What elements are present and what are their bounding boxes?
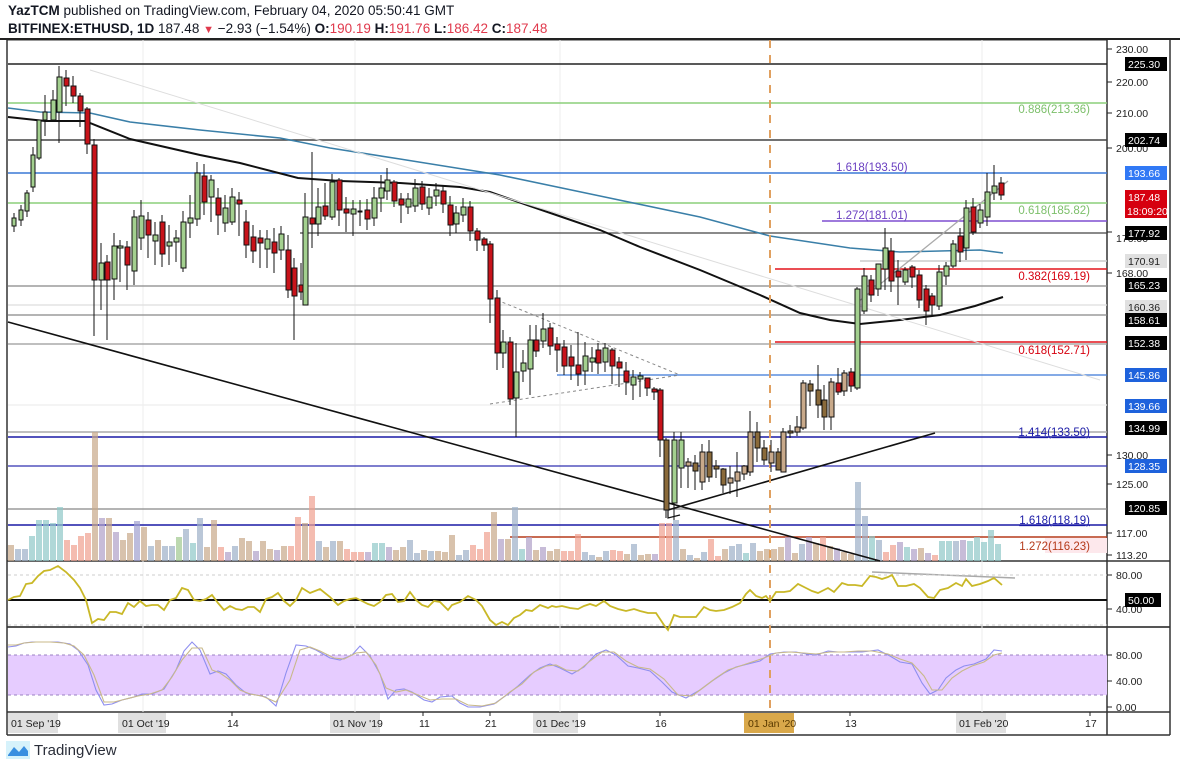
high-label: H:	[374, 21, 389, 36]
svg-text:18:09:20: 18:09:20	[1127, 206, 1168, 218]
stoch-axis: 80.00 40.00 0.00	[1107, 650, 1142, 714]
svg-text:11: 11	[419, 718, 430, 730]
svg-text:134.99: 134.99	[1128, 423, 1160, 435]
svg-text:01 Dec '19: 01 Dec '19	[536, 718, 586, 730]
low-value: 186.42	[446, 21, 489, 36]
fib-label-1618-lower: 1.618(118.19)	[1019, 515, 1090, 527]
fib-label-1414: 1.414(133.50)	[1018, 427, 1090, 439]
fib-label-1618-upper: 1.618(193.50)	[836, 162, 908, 174]
svg-text:220.00: 220.00	[1116, 77, 1148, 89]
rsi-line	[7, 564, 1003, 632]
ma-blue-line	[7, 107, 1004, 254]
svg-text:125.00: 125.00	[1116, 479, 1148, 491]
svg-text:80.00: 80.00	[1116, 570, 1142, 582]
pane-frames	[6, 40, 1171, 736]
stoch-d-line	[8, 641, 1003, 707]
svg-text:165.23: 165.23	[1128, 280, 1160, 292]
svg-text:50.00: 50.00	[1128, 595, 1154, 607]
header-divider	[0, 38, 1180, 40]
price-change: −2.93 (−1.54%)	[217, 21, 311, 36]
ma-black-line	[7, 116, 1004, 326]
svg-text:13: 13	[845, 718, 857, 730]
svg-text:16: 16	[655, 718, 667, 730]
close-value: 187.48	[506, 21, 548, 36]
chart-canvas[interactable]: 0.886(213.36) 1.618(193.50) 1.272(181.01…	[0, 40, 1180, 740]
fib-labels: 0.886(213.36) 1.618(193.50) 1.272(181.01…	[836, 104, 1107, 553]
down-arrow-icon: ▼	[203, 24, 214, 36]
author-name[interactable]: YazTCM	[8, 3, 60, 18]
open-value: 190.19	[329, 21, 371, 36]
svg-text:128.35: 128.35	[1128, 461, 1160, 473]
svg-text:177.92: 177.92	[1128, 228, 1160, 240]
footer: TradingView	[6, 741, 117, 759]
svg-text:40.00: 40.00	[1116, 676, 1142, 688]
svg-text:113.20: 113.20	[1116, 550, 1147, 562]
svg-text:187.48: 187.48	[1128, 192, 1160, 204]
candlesticks[interactable]	[11, 66, 1005, 520]
close-label: C:	[491, 21, 507, 36]
triangle-upper[interactable]	[496, 299, 681, 376]
fib-label-0382: 0.382(169.19)	[1018, 271, 1090, 283]
svg-text:14: 14	[227, 718, 239, 730]
svg-text:160.36: 160.36	[1128, 302, 1160, 314]
open-label: O:	[314, 21, 330, 36]
svg-text:17: 17	[1085, 718, 1097, 730]
low-label: L:	[433, 21, 447, 36]
svg-text:193.66: 193.66	[1128, 168, 1160, 180]
publish-text: published on TradingView.com, February 0…	[63, 3, 455, 18]
svg-text:01 Sep '19: 01 Sep '19	[11, 718, 61, 730]
publish-line: YazTCM published on TradingView.com, Feb…	[8, 2, 547, 20]
rsi-axis: 80.00 40.00 50.00	[1107, 570, 1161, 616]
svg-text:0.00: 0.00	[1116, 702, 1137, 714]
tradingview-logo-icon	[6, 741, 30, 759]
symbol-line: BITFINEX:ETHUSD, 1D 187.48 ▼ −2.93 (−1.5…	[8, 20, 547, 39]
svg-text:225.30: 225.30	[1128, 59, 1160, 71]
price-labels: 225.30 202.74 193.66 187.48 18:09:20 177…	[1125, 57, 1168, 515]
triangle-lower[interactable]	[489, 374, 681, 405]
svg-text:145.86: 145.86	[1128, 370, 1160, 382]
svg-text:120.85: 120.85	[1128, 503, 1160, 515]
svg-text:202.74: 202.74	[1128, 135, 1160, 147]
fib-label-1272-lower: 1.272(116.23)	[1019, 541, 1090, 553]
fib-label-0618-red: 0.618(152.71)	[1018, 345, 1090, 357]
price-axis[interactable]: 230.00 220.00 210.00 200.00 176.00 168.0…	[1107, 44, 1148, 562]
last-price: 187.48	[158, 21, 200, 36]
svg-text:01 Feb '20: 01 Feb '20	[959, 718, 1008, 730]
svg-text:21: 21	[485, 718, 497, 730]
svg-text:01 Jan '20: 01 Jan '20	[748, 718, 796, 730]
svg-text:139.66: 139.66	[1128, 401, 1160, 413]
rising-wedge-line[interactable]	[857, 180, 1009, 303]
svg-text:158.61: 158.61	[1128, 315, 1160, 327]
brand-name[interactable]: TradingView	[34, 741, 117, 759]
svg-text:170.91: 170.91	[1128, 256, 1160, 268]
svg-text:117.00: 117.00	[1116, 528, 1147, 540]
descending-trendline[interactable]	[7, 321, 881, 562]
chart-header: YazTCM published on TradingView.com, Feb…	[8, 2, 547, 39]
svg-text:210.00: 210.00	[1116, 108, 1148, 120]
volume-bars	[8, 432, 1001, 561]
high-value: 191.76	[388, 21, 431, 36]
svg-text:01 Nov '19: 01 Nov '19	[333, 718, 383, 730]
fib-label-0886: 0.886(213.36)	[1018, 104, 1090, 116]
fib-label-0618-green: 0.618(185.82)	[1018, 205, 1090, 217]
fib-label-1272-upper: 1.272(181.01)	[836, 210, 908, 222]
svg-text:152.38: 152.38	[1128, 338, 1160, 350]
ascending-trendline[interactable]	[667, 432, 936, 511]
svg-text:168.00: 168.00	[1116, 268, 1148, 280]
svg-text:230.00: 230.00	[1116, 44, 1148, 56]
stoch-band	[8, 655, 1107, 695]
faint-trendline	[89, 69, 1101, 381]
time-axis[interactable]: 01 Sep '19 01 Oct '19 14 01 Nov '19 11 2…	[8, 712, 1097, 733]
svg-text:80.00: 80.00	[1116, 650, 1142, 662]
symbol-label: BITFINEX:ETHUSD, 1D	[8, 21, 155, 36]
svg-text:01 Oct '19: 01 Oct '19	[122, 718, 170, 730]
rsi-divergence-line[interactable]	[871, 571, 1016, 579]
